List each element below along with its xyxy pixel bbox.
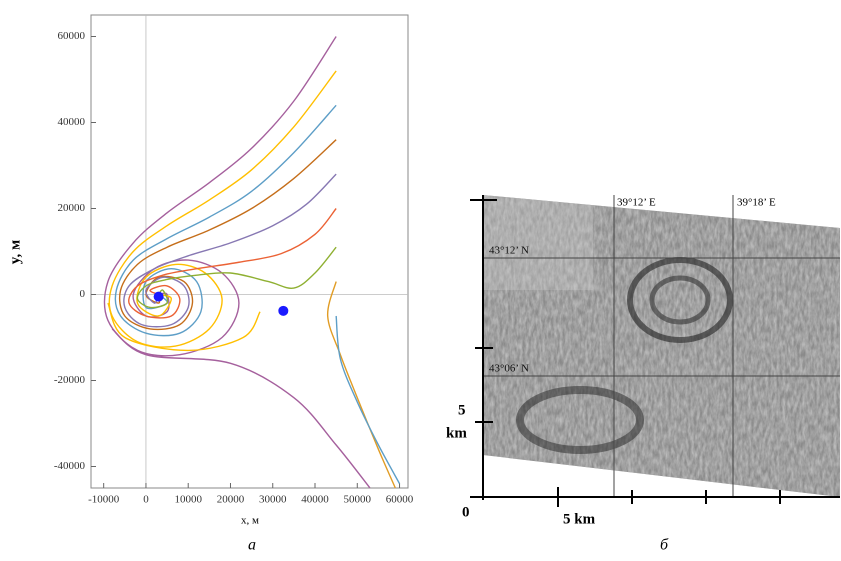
vortex-point — [153, 291, 164, 302]
x-tick-label: 40000 — [301, 494, 329, 506]
trajectory — [123, 173, 337, 328]
y-tick-label: 20000 — [58, 202, 86, 214]
y-axis-label: y, м — [7, 240, 23, 264]
x-tick-label: -10000 — [88, 494, 120, 506]
scale-axes — [470, 195, 840, 507]
vortex-point — [278, 305, 289, 316]
x-tick-label: 10000 — [174, 494, 202, 506]
x-tick-label: 50000 — [344, 494, 372, 506]
satellite-image — [483, 195, 840, 497]
meridian-label: 39°12’ E — [617, 197, 656, 209]
panel-label: б — [660, 537, 669, 554]
x-tick-label: 30000 — [259, 494, 287, 506]
trajectory — [114, 104, 337, 337]
trajectory — [335, 315, 401, 485]
trajectory — [136, 246, 337, 309]
trajectory — [111, 328, 371, 489]
x-scale-label: 5 km — [563, 511, 596, 527]
trajectory — [108, 70, 337, 348]
trajectory — [128, 208, 337, 319]
trajectory — [326, 281, 396, 489]
y-tick-label: 60000 — [58, 30, 86, 42]
scale-origin: 0 — [462, 504, 470, 520]
y-scale-label: km — [446, 425, 467, 441]
x-tick-label: 0 — [143, 494, 149, 506]
x-tick-label: 60000 — [386, 494, 414, 506]
parallel-label: 43°12’ N — [489, 245, 529, 257]
y-tick-label: 0 — [80, 288, 86, 300]
x-axis-label: x, м — [241, 515, 259, 527]
panel-label: а — [248, 537, 256, 554]
trajectory — [107, 302, 261, 352]
y-tick-label: -40000 — [54, 460, 86, 472]
trajectory — [103, 36, 337, 357]
y-scale-label: 5 — [458, 402, 466, 418]
parallel-label: 43°06’ N — [489, 363, 529, 375]
y-tick-label: -20000 — [54, 374, 86, 386]
graticule — [483, 195, 840, 497]
x-tick-label: 20000 — [217, 494, 245, 506]
plot-frame — [90, 14, 409, 489]
y-tick-label: 40000 — [58, 116, 86, 128]
meridian-label: 39°18’ E — [737, 197, 776, 209]
